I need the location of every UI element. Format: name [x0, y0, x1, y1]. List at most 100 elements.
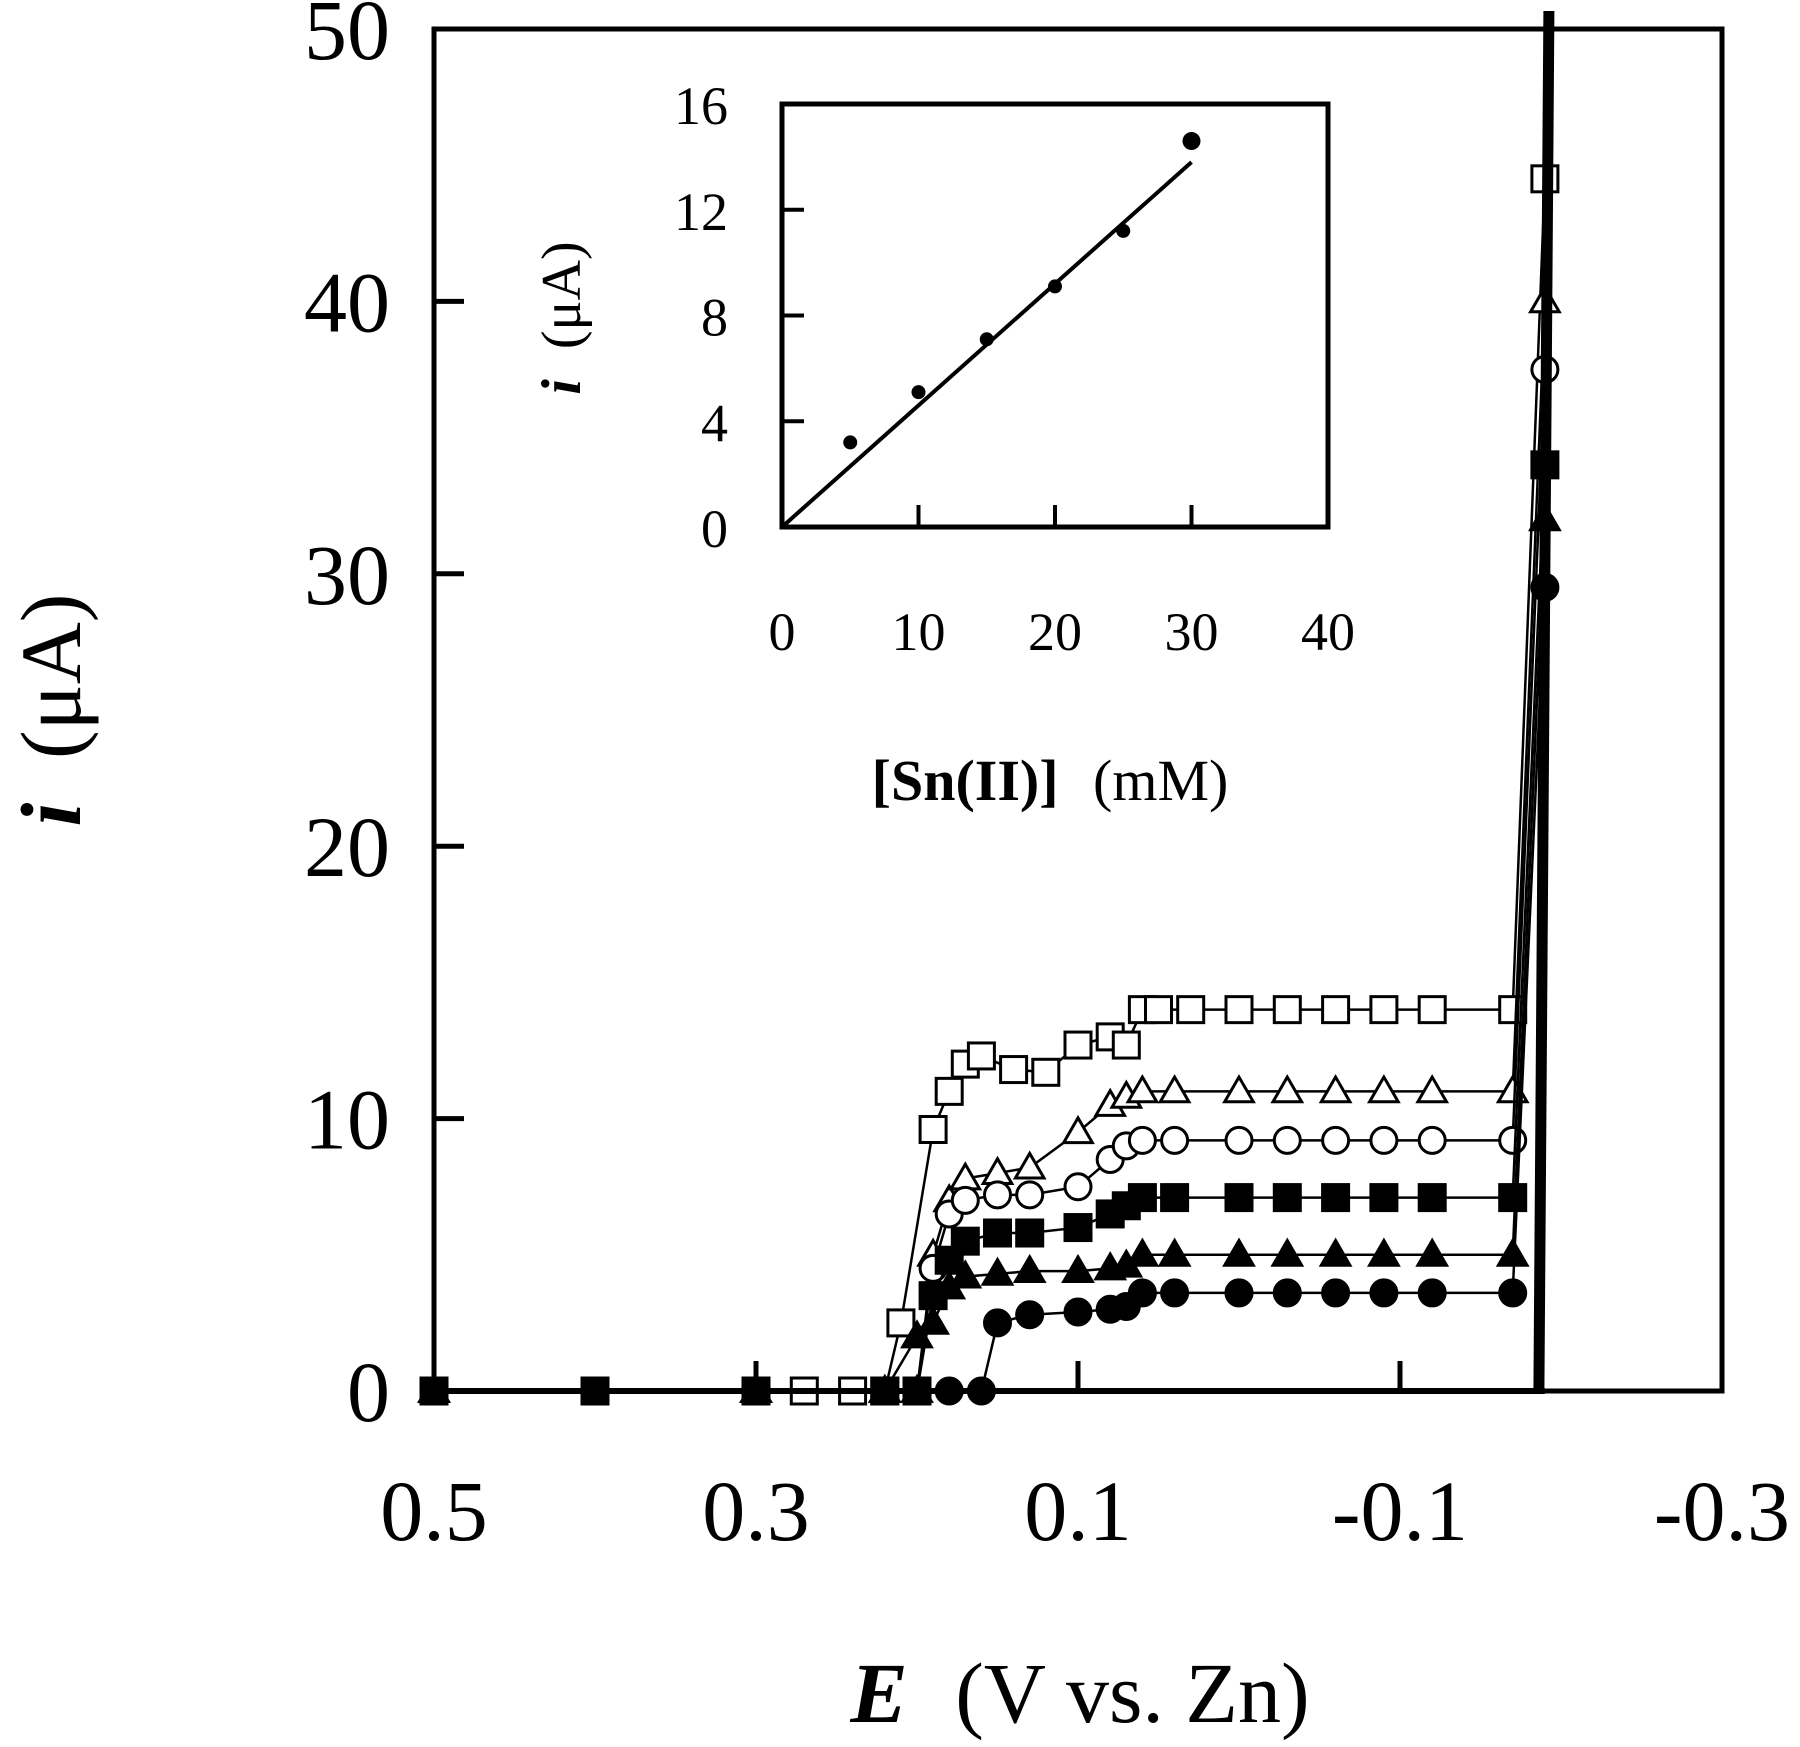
filled-circle-marker — [1224, 1278, 1254, 1308]
open-circle-marker — [1063, 1172, 1093, 1202]
open-triangle-marker — [1157, 1074, 1192, 1104]
open-square-marker — [1272, 995, 1302, 1025]
filled-square-marker — [1160, 1183, 1190, 1213]
filled-circle-marker — [1369, 1278, 1399, 1308]
open-triangle-marker — [1318, 1074, 1353, 1104]
open-square-marker — [966, 1041, 996, 1071]
open-square-marker — [1144, 995, 1173, 1025]
inset-data-point — [1182, 132, 1201, 151]
filled-circle-marker — [1160, 1278, 1190, 1308]
filled-square-marker — [1224, 1183, 1254, 1213]
inset-y-tick-label: 16 — [674, 76, 728, 136]
open-square-marker — [934, 1076, 964, 1106]
filled-triangle-marker — [1061, 1253, 1095, 1284]
open-circle-marker — [1127, 1125, 1157, 1155]
open-square-marker — [1031, 1057, 1061, 1087]
filled-triangle-marker — [1012, 1253, 1047, 1284]
open-triangle-marker — [1270, 1074, 1305, 1104]
filled-circle-marker — [1321, 1278, 1351, 1308]
filled-circle-marker — [1063, 1297, 1093, 1327]
main-x-axis-label: E (V vs. Zn) — [849, 1645, 1309, 1741]
x-tick-label: 0.5 — [380, 1463, 488, 1559]
open-circle-marker — [1417, 1125, 1447, 1155]
main-series-group — [417, 10, 1562, 1406]
y-tick-label: 20 — [304, 799, 390, 895]
filled-triangle-marker — [1125, 1237, 1160, 1267]
inset-y-tick-label: 8 — [701, 288, 728, 348]
filled-triangle-marker — [1157, 1237, 1192, 1267]
inset-data-point — [911, 385, 926, 400]
x-tick-label: 0.1 — [1024, 1463, 1132, 1559]
inset-plot-frame — [779, 101, 1331, 530]
open-square-marker — [1111, 1030, 1141, 1060]
open-circle-marker — [983, 1180, 1012, 1210]
filled-square-marker — [1015, 1218, 1045, 1248]
steep-rise-line — [1533, 10, 1555, 1392]
filled-circle-marker — [983, 1308, 1012, 1338]
open-circle-marker — [1498, 1125, 1528, 1155]
x-tick-label: 0.3 — [702, 1463, 810, 1559]
open-triangle-marker — [1415, 1074, 1450, 1104]
inset-x-tick-label: 30 — [1165, 602, 1219, 662]
filled-circle-marker — [1417, 1278, 1447, 1308]
open-triangle-marker — [1125, 1074, 1160, 1104]
y-tick-label: 10 — [304, 1072, 390, 1168]
filled-circle-marker — [1127, 1278, 1157, 1308]
filled-triangle-marker — [916, 1305, 951, 1335]
inset-data-point — [1048, 279, 1062, 294]
inset-x-tick-label: 10 — [892, 602, 946, 662]
open-square-marker — [999, 1055, 1029, 1085]
inset-data-point — [979, 332, 994, 347]
open-triangle-marker — [1222, 1074, 1256, 1104]
filled-square-marker — [1321, 1183, 1351, 1213]
filled-square-marker — [1369, 1183, 1399, 1213]
open-triangle-marker — [1012, 1150, 1047, 1180]
open-circle-marker — [1224, 1125, 1254, 1155]
series-filled-triangle — [417, 502, 1562, 1403]
filled-triangle-marker — [1318, 1237, 1353, 1267]
filled-circle-marker — [1272, 1278, 1302, 1308]
inset-x-tick-label: 0 — [769, 602, 796, 662]
open-square-marker — [1063, 1030, 1093, 1060]
filled-square-marker — [1127, 1183, 1157, 1213]
filled-triangle-marker — [1495, 1237, 1530, 1267]
inset-series-group — [780, 132, 1201, 529]
filled-square-marker — [950, 1226, 980, 1256]
inset-x-tick-label: 20 — [1028, 602, 1082, 662]
open-square-marker — [1417, 995, 1447, 1025]
inset-y-axis-label: i (μA) — [531, 241, 593, 394]
open-square-marker — [1224, 995, 1254, 1025]
inset-y-tick-label: 12 — [674, 182, 728, 242]
filled-square-marker — [1417, 1183, 1447, 1213]
inset-tick-labels: 0 4 8 12 16 0 10 20 30 40 — [674, 76, 1355, 662]
open-triangle-marker — [1061, 1114, 1095, 1145]
open-circle-marker — [950, 1185, 980, 1215]
inset-x-tick-label: 40 — [1301, 602, 1355, 662]
filled-square-marker — [1272, 1183, 1302, 1213]
y-tick-label: 30 — [304, 527, 390, 623]
filled-square-marker — [983, 1218, 1012, 1248]
open-circle-marker — [1321, 1125, 1351, 1155]
y-tick-label: 0 — [347, 1344, 390, 1440]
y-tick-label: 50 — [304, 0, 390, 78]
open-square-marker — [1321, 995, 1351, 1025]
filled-triangle-marker — [1270, 1237, 1305, 1267]
inset-y-tick-label: 0 — [701, 499, 728, 559]
open-circle-marker — [1272, 1125, 1302, 1155]
inset-axis-ticks — [782, 207, 1194, 527]
filled-circle-marker — [1498, 1278, 1528, 1308]
open-circle-marker — [1015, 1180, 1045, 1210]
filled-triangle-marker — [1366, 1237, 1401, 1267]
filled-triangle-marker — [1222, 1237, 1256, 1267]
main-y-axis-label: i (μA) — [3, 594, 99, 827]
inset-x-axis-label: [Sn(II)] (mM) — [872, 748, 1229, 813]
filled-square-marker — [1498, 1183, 1528, 1213]
open-square-marker — [918, 1114, 948, 1144]
x-tick-label: -0.1 — [1332, 1463, 1468, 1559]
filled-triangle-marker — [980, 1256, 1015, 1286]
open-square-marker — [1176, 995, 1206, 1025]
open-square-marker — [886, 1308, 916, 1338]
inset-data-point — [1116, 223, 1131, 238]
